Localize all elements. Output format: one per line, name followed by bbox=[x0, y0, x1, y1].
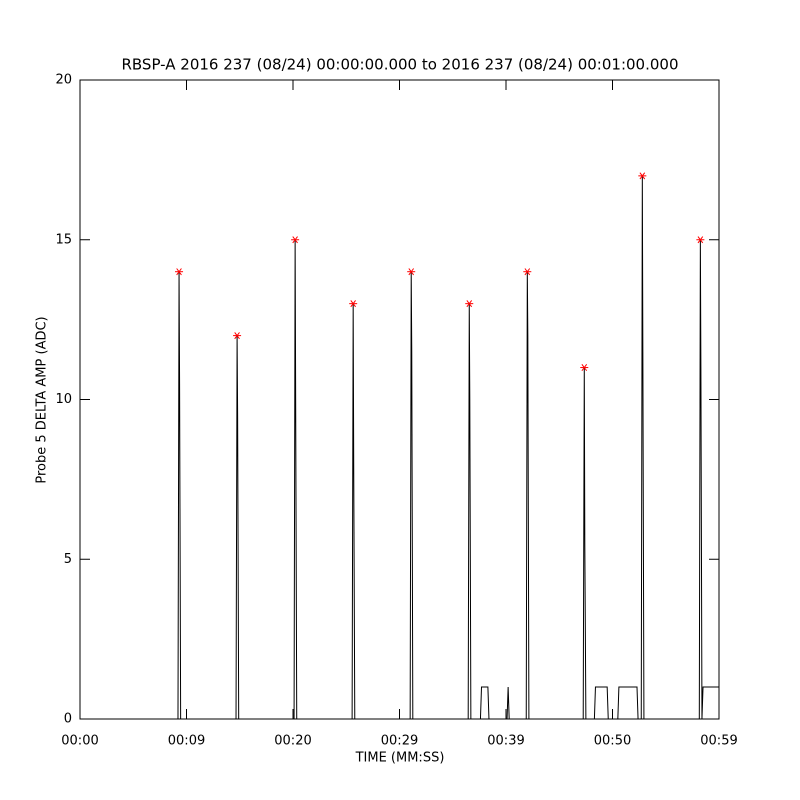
marker-stroke bbox=[466, 300, 473, 308]
peak-marker bbox=[638, 172, 647, 180]
peak-marker bbox=[175, 268, 184, 276]
marker-stroke bbox=[176, 268, 182, 276]
marker-stroke bbox=[234, 332, 240, 340]
x-tick-label: 00:29 bbox=[381, 734, 418, 749]
y-tick-label: 5 bbox=[64, 552, 72, 567]
marker-stroke bbox=[350, 300, 356, 308]
peak-marker bbox=[696, 236, 705, 244]
data-line bbox=[80, 175, 719, 720]
x-tick-label: 00:20 bbox=[274, 734, 311, 749]
x-tick-label: 00:59 bbox=[700, 734, 737, 749]
peak-marker bbox=[523, 268, 532, 276]
x-tick-label: 00:09 bbox=[168, 734, 205, 749]
marker-stroke bbox=[524, 268, 531, 276]
x-tick-label: 00:50 bbox=[594, 734, 631, 749]
marker-stroke bbox=[292, 236, 298, 244]
x-tick-label: 00:39 bbox=[487, 734, 524, 749]
peak-marker bbox=[465, 300, 474, 308]
x-tick-label: 00:00 bbox=[61, 734, 98, 749]
marker-stroke bbox=[697, 236, 704, 244]
marker-stroke bbox=[408, 268, 415, 276]
y-tick-label: 15 bbox=[55, 232, 72, 247]
chart-title: RBSP-A 2016 237 (08/24) 00:00:00.000 to … bbox=[121, 56, 678, 74]
peak-marker bbox=[407, 268, 416, 276]
peak-marker bbox=[349, 300, 358, 308]
peak-marker bbox=[233, 332, 242, 340]
peak-marker bbox=[580, 364, 589, 372]
y-tick-label: 20 bbox=[55, 73, 72, 88]
marker-stroke bbox=[581, 364, 588, 372]
y-axis-label: Probe 5 DELTA AMP (ADC) bbox=[35, 316, 50, 483]
y-tick-label: 10 bbox=[55, 392, 72, 407]
x-axis-label: TIME (MM:SS) bbox=[355, 751, 445, 766]
y-tick-label: 0 bbox=[64, 712, 72, 727]
marker-stroke bbox=[639, 172, 646, 180]
peak-marker bbox=[291, 236, 300, 244]
